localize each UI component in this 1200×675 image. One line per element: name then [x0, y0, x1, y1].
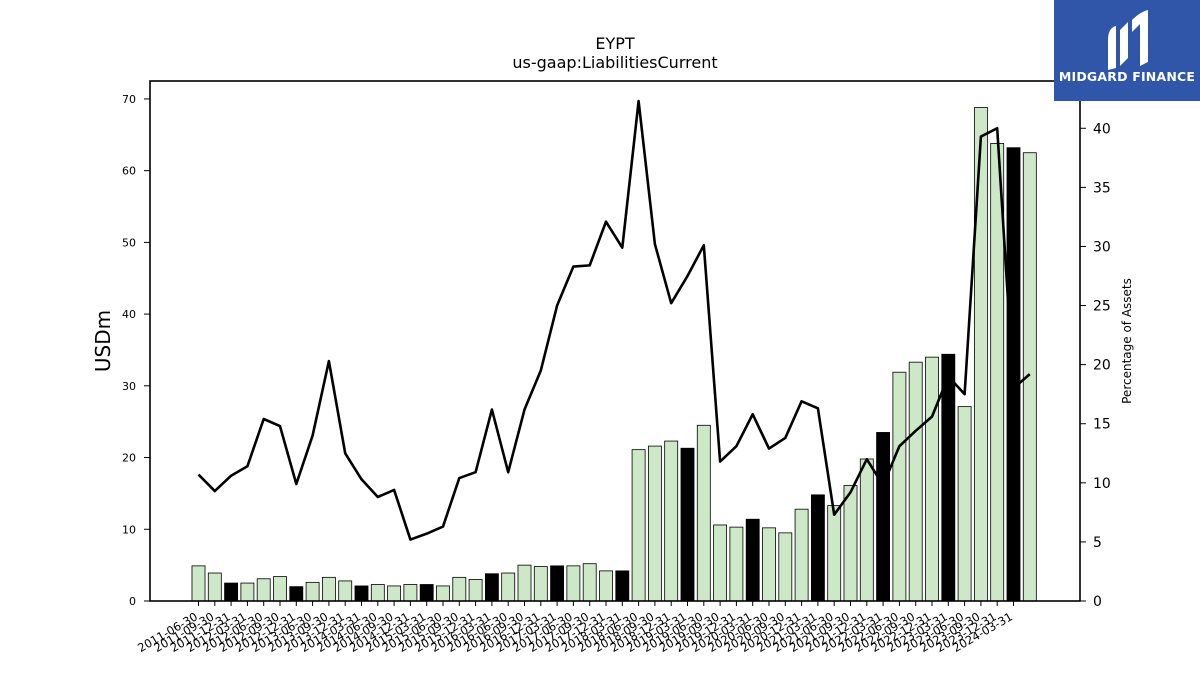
bar — [289, 586, 304, 602]
y-tick-label-right: 10 — [1093, 476, 1111, 492]
bar — [680, 447, 695, 602]
bar — [338, 580, 353, 602]
bar — [696, 424, 711, 602]
plot-frame — [149, 80, 1081, 602]
y-tick-label-left: 70 — [122, 93, 136, 106]
y-tick-label-left: 0 — [129, 595, 136, 608]
chart-subtitle: us-gaap:LiabilitiesCurrent — [512, 53, 717, 72]
bar — [533, 566, 548, 602]
plot-area: 01020304050607005101520253035402011-06-3… — [122, 93, 1111, 655]
y-tick-label-left: 10 — [122, 523, 136, 536]
midgard-m-logo-icon — [1108, 10, 1148, 70]
bar — [256, 578, 271, 602]
bar — [876, 432, 891, 602]
y-tick-label-right: 35 — [1093, 180, 1111, 196]
y-tick-label-right: 20 — [1093, 358, 1111, 374]
chart-title: EYPT — [595, 34, 635, 53]
bar — [224, 582, 239, 602]
bar — [729, 526, 744, 602]
bar — [941, 353, 956, 602]
line-series — [197, 99, 1031, 541]
bar — [631, 449, 646, 602]
bar — [957, 406, 972, 602]
bar — [810, 494, 825, 602]
bar — [452, 576, 467, 602]
bar — [419, 584, 434, 602]
y-tick-label-right: 30 — [1093, 239, 1111, 255]
bar — [387, 585, 402, 602]
bar — [370, 584, 385, 602]
bar — [240, 582, 255, 602]
bar — [713, 524, 728, 602]
y-tick-label-left: 30 — [122, 380, 136, 393]
bar — [582, 563, 597, 602]
bar — [501, 572, 516, 602]
brand-logo: MIDGARD FINANCE — [1054, 0, 1200, 101]
y-axis-label-left: USDm — [91, 310, 115, 372]
bar — [762, 527, 776, 602]
bar — [566, 565, 581, 602]
y-tick-label-left: 20 — [122, 452, 136, 465]
bar — [191, 565, 206, 602]
y-tick-label-right: 5 — [1093, 535, 1102, 551]
brand-name: MIDGARD FINANCE — [1058, 69, 1196, 84]
bar — [892, 371, 907, 602]
bar — [207, 572, 222, 602]
bar — [908, 361, 923, 602]
y-tick-label-right: 0 — [1093, 594, 1102, 610]
y-axis-label-right: Percentage of Assets — [1120, 278, 1134, 404]
bar — [925, 356, 939, 602]
bar — [354, 585, 369, 602]
bar — [794, 508, 809, 602]
bar — [517, 564, 532, 602]
bar — [599, 570, 613, 602]
y-tick-label-right: 15 — [1093, 417, 1111, 433]
y-tick-label-right: 40 — [1093, 121, 1111, 137]
bar — [403, 584, 418, 602]
bar — [484, 573, 499, 602]
y-tick-label-left: 50 — [122, 236, 136, 249]
bar — [468, 579, 483, 602]
bar — [321, 576, 336, 602]
bar — [305, 581, 320, 602]
bar — [973, 107, 988, 602]
y-tick-label-left: 60 — [122, 165, 136, 178]
y-tick-label-right: 25 — [1093, 299, 1111, 315]
bar — [843, 485, 858, 602]
bar — [273, 576, 287, 602]
bar — [615, 570, 630, 602]
bar — [664, 440, 679, 602]
bar — [436, 585, 450, 602]
bar — [859, 458, 874, 602]
bar — [778, 532, 793, 602]
y-tick-label-left: 40 — [122, 308, 136, 321]
bar — [647, 445, 662, 602]
bar — [827, 505, 842, 602]
bar — [550, 565, 565, 602]
bar — [745, 518, 760, 602]
